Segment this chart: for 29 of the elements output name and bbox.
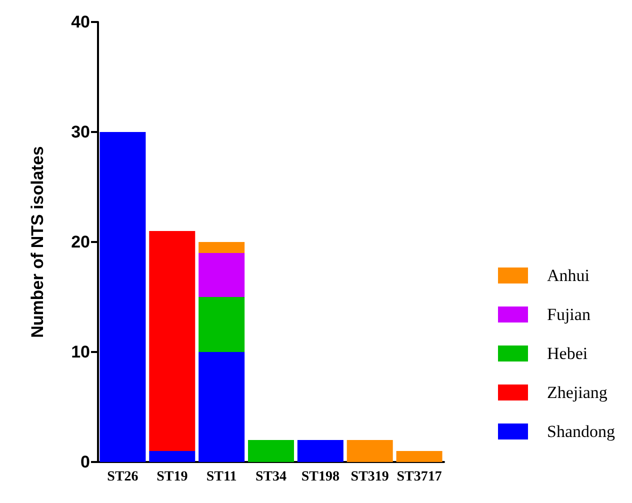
bar — [297, 440, 344, 462]
x-tick-label: ST198 — [301, 470, 340, 484]
x-tick-label: ST34 — [255, 470, 287, 484]
legend-label: Hebei — [547, 344, 588, 363]
y-tick-label: 0 — [80, 452, 90, 472]
bar — [198, 297, 245, 352]
x-tick-label: ST319 — [350, 470, 389, 484]
bar — [198, 253, 245, 297]
x-tick-label: ST19 — [156, 470, 188, 484]
bar — [100, 132, 146, 462]
x-tick-label: ST11 — [206, 470, 237, 484]
bar — [149, 451, 196, 462]
y-axis-title: Number of NTS isolates — [28, 146, 47, 338]
bar — [198, 242, 245, 253]
bar — [396, 451, 442, 462]
bar — [198, 352, 245, 462]
x-tick-label: ST3717 — [396, 470, 442, 484]
legend-label: Fujian — [547, 305, 591, 324]
x-tick-label: ST26 — [107, 470, 138, 484]
y-tick-label: 20 — [71, 232, 90, 252]
bar — [149, 231, 196, 451]
y-tick-label: 40 — [71, 12, 90, 32]
y-tick-label: 10 — [71, 342, 90, 362]
legend-label: Anhui — [547, 266, 590, 285]
bar — [248, 440, 294, 462]
legend-label: Shandong — [547, 422, 616, 441]
legend-label: Zhejiang — [547, 383, 608, 402]
bar — [346, 440, 393, 462]
y-tick-label: 30 — [71, 122, 90, 142]
